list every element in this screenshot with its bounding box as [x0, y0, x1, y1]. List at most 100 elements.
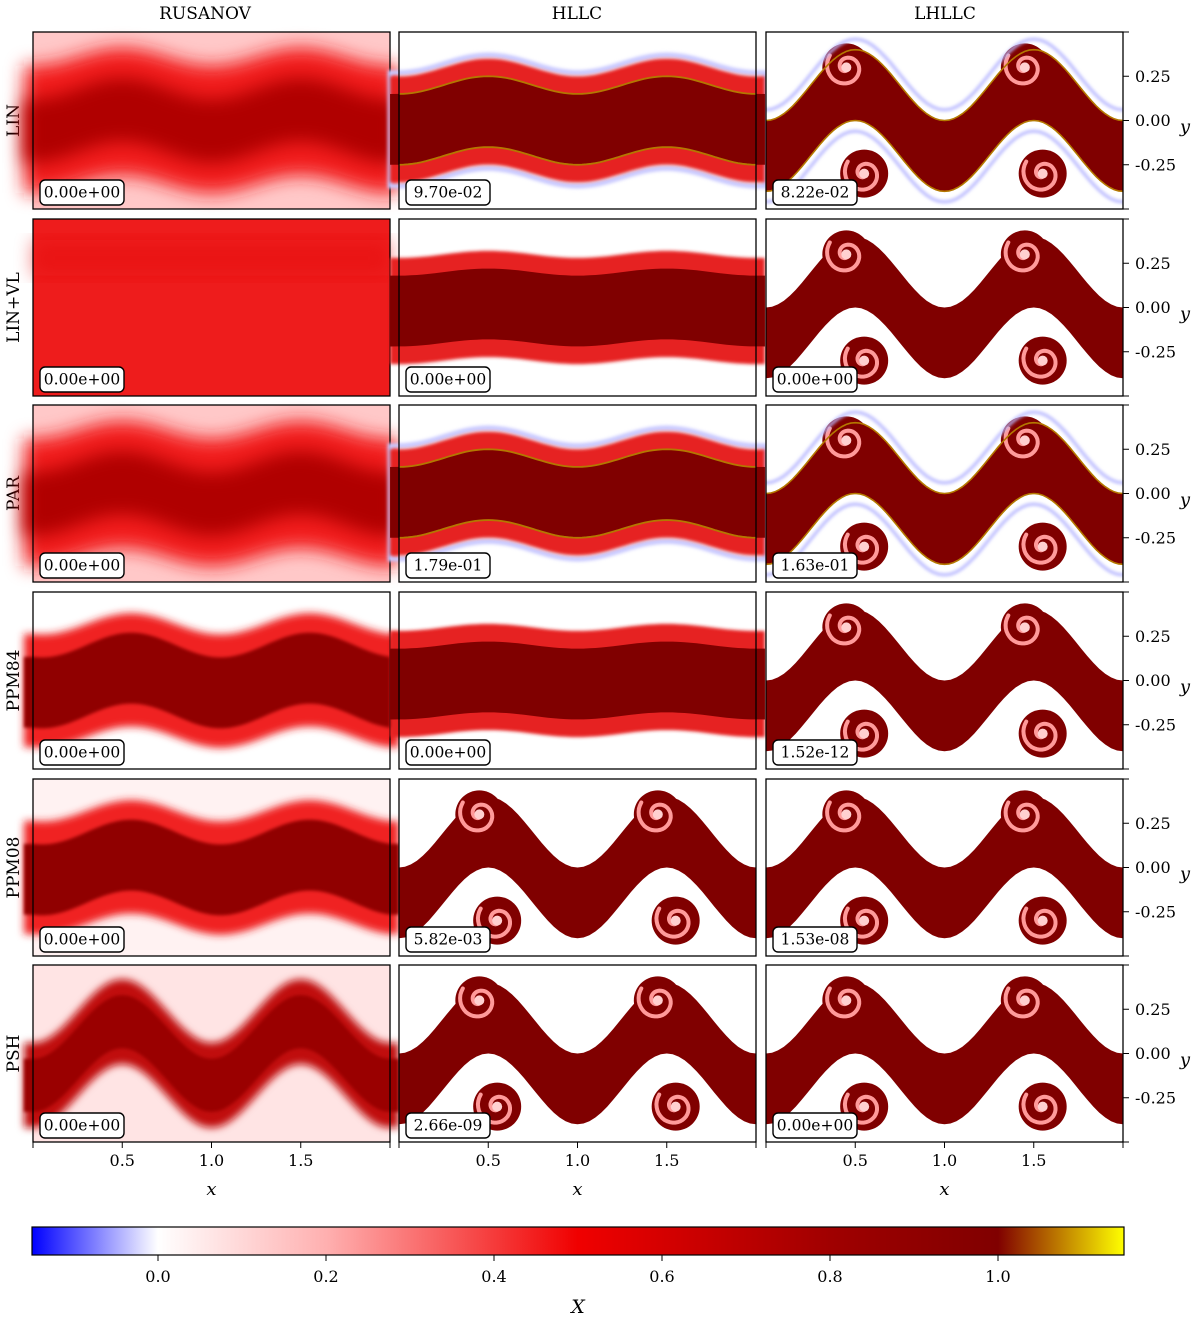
x-tick-label: 0.5: [476, 1151, 501, 1170]
column-headers: RUSANOV HLLC LHLLC: [159, 4, 976, 24]
annotation-box: [405, 739, 491, 766]
vortex-layer: [766, 410, 1200, 577]
vortex-core: [1179, 603, 1200, 651]
annotation-box: [772, 1112, 858, 1139]
overshoot-line: [398, 448, 757, 468]
x-axis-label: x: [939, 1179, 949, 1200]
row-label: LIN+VL: [4, 272, 24, 343]
panel-annotation: 0.00e+00: [44, 371, 120, 389]
y-axis-label: y: [1179, 304, 1191, 325]
inner-band: [390, 449, 765, 538]
x-tick-label: 0.5: [843, 1151, 868, 1170]
panel-frame: [398, 591, 757, 770]
vortex-spiral: [1184, 988, 1200, 1016]
panel-annotation: 0.00e+00: [44, 184, 120, 202]
colorbar-tick-label: 0.4: [481, 1267, 506, 1286]
vortex-spiral: [1184, 242, 1200, 270]
panel-frame: [398, 218, 757, 397]
x-tick-label: 1.5: [288, 1151, 313, 1170]
annotation-box: [405, 1112, 491, 1139]
x-tick-label: 1.0: [932, 1151, 957, 1170]
colorbar: 0.0 0.2 0.4 0.6 0.8 1.0 X: [31, 1226, 1125, 1317]
panel-annotation: 8.22e-02: [781, 184, 850, 202]
y-tick-label: -0.25: [1135, 528, 1176, 547]
panel-ppm08-lhllc: 1.53e-08: [765, 778, 1200, 957]
inner-band: [390, 76, 765, 165]
panel-annotation: 2.66e-09: [414, 1117, 483, 1135]
undershoot-halo: [766, 37, 1123, 204]
panel-annotation: 0.00e+00: [44, 744, 120, 762]
y-tick-label: -0.25: [1135, 902, 1176, 921]
colorbar-tick-label: 1.0: [985, 1267, 1010, 1286]
inner-band: [24, 819, 399, 916]
vortex-eye: [652, 809, 663, 820]
panel-annotation: 0.00e+00: [777, 1117, 853, 1135]
y-tick-label: -0.25: [1135, 715, 1176, 734]
annotation-box: [39, 179, 125, 206]
panel-frame: [398, 778, 757, 957]
panel-frame: [398, 31, 757, 210]
x-axis-label: x: [206, 1179, 216, 1200]
annotation-box: [39, 1112, 125, 1139]
vortex-eye: [1037, 541, 1048, 552]
vortex-eye: [492, 915, 503, 926]
vortex-eye: [652, 995, 663, 1006]
undershoot-halo: [766, 410, 1123, 577]
undershoot-halo: [387, 52, 768, 189]
vortex-core: [1179, 790, 1200, 838]
vortex-eye: [1037, 915, 1048, 926]
panel-grid: 0.00e+00 9.70e-02 8.22e-02 0.00e+00 0.00e+00…: [24, 31, 1200, 1143]
panel-annotation: 0.00e+00: [44, 1117, 120, 1135]
vortex-core: [1179, 230, 1200, 278]
panel-shade: [33, 240, 390, 276]
y-tick-label: 0.25: [1135, 67, 1171, 86]
x-tick-label: 1.0: [565, 1151, 590, 1170]
vortex-eye: [841, 809, 852, 820]
panel-frame: [32, 778, 391, 957]
vortex-eye: [474, 995, 485, 1006]
vortex-eye: [841, 622, 852, 633]
panel-annotation: 0.00e+00: [44, 557, 120, 575]
vortex-eye: [859, 915, 870, 926]
vortex-eye: [1037, 168, 1048, 179]
y-tick-label: 0.25: [1135, 440, 1171, 459]
panel-annotation: 1.63e-01: [781, 557, 850, 575]
y-tick-label: -0.25: [1135, 1088, 1176, 1107]
vortex-eye: [1019, 62, 1030, 73]
y-axis-label: y: [1179, 117, 1191, 138]
vortex-eye: [1019, 995, 1030, 1006]
panel-lin-rusanov: 0.00e+00: [24, 31, 399, 210]
panel-ppm84-rusanov: 0.00e+00: [24, 591, 399, 770]
annotation-box: [39, 366, 125, 393]
vortex-spiral: [1184, 428, 1200, 456]
vortex-layer: [766, 37, 1123, 204]
panel-psh-hllc: 2.66e-09: [398, 964, 757, 1143]
panel-linvl-lhllc: 0.00e+00: [765, 218, 1200, 397]
column-header: HLLC: [552, 4, 602, 24]
vortex-eye: [1037, 355, 1048, 366]
vortex-eye: [841, 249, 852, 260]
y-tick-label: 0.25: [1135, 814, 1171, 833]
colorbar-tick-label: 0.8: [817, 1267, 842, 1286]
y-tick-label: 0.00: [1135, 671, 1171, 690]
annotation-box: [405, 366, 491, 393]
panel-ppm84-hllc: 0.00e+00: [390, 591, 765, 770]
vortex-eye: [1037, 728, 1048, 739]
y-axis-label: y: [1179, 1050, 1191, 1071]
overshoot-line: [766, 421, 1123, 495]
vortex-eye: [1019, 435, 1030, 446]
panel-ppm08-hllc: 5.82e-03: [398, 778, 757, 957]
annotation-box: [39, 739, 125, 766]
colorbar-tick-label: 0.2: [313, 1267, 338, 1286]
row-labels: LIN LIN+VL PAR PPM84 PPM08 PSH: [4, 104, 24, 1073]
panel-psh-lhllc: 0.00e+00: [765, 964, 1200, 1143]
y-tick-label: 0.25: [1135, 254, 1171, 273]
overshoot-line: [398, 519, 757, 539]
undershoot-halo: [387, 425, 768, 562]
inner-band: [24, 995, 399, 1112]
panel-annotation: 1.53e-08: [781, 931, 850, 949]
x-axis-label: x: [572, 1179, 582, 1200]
vortex-core: [1179, 416, 1200, 464]
y-axis-label: y: [1179, 677, 1191, 698]
